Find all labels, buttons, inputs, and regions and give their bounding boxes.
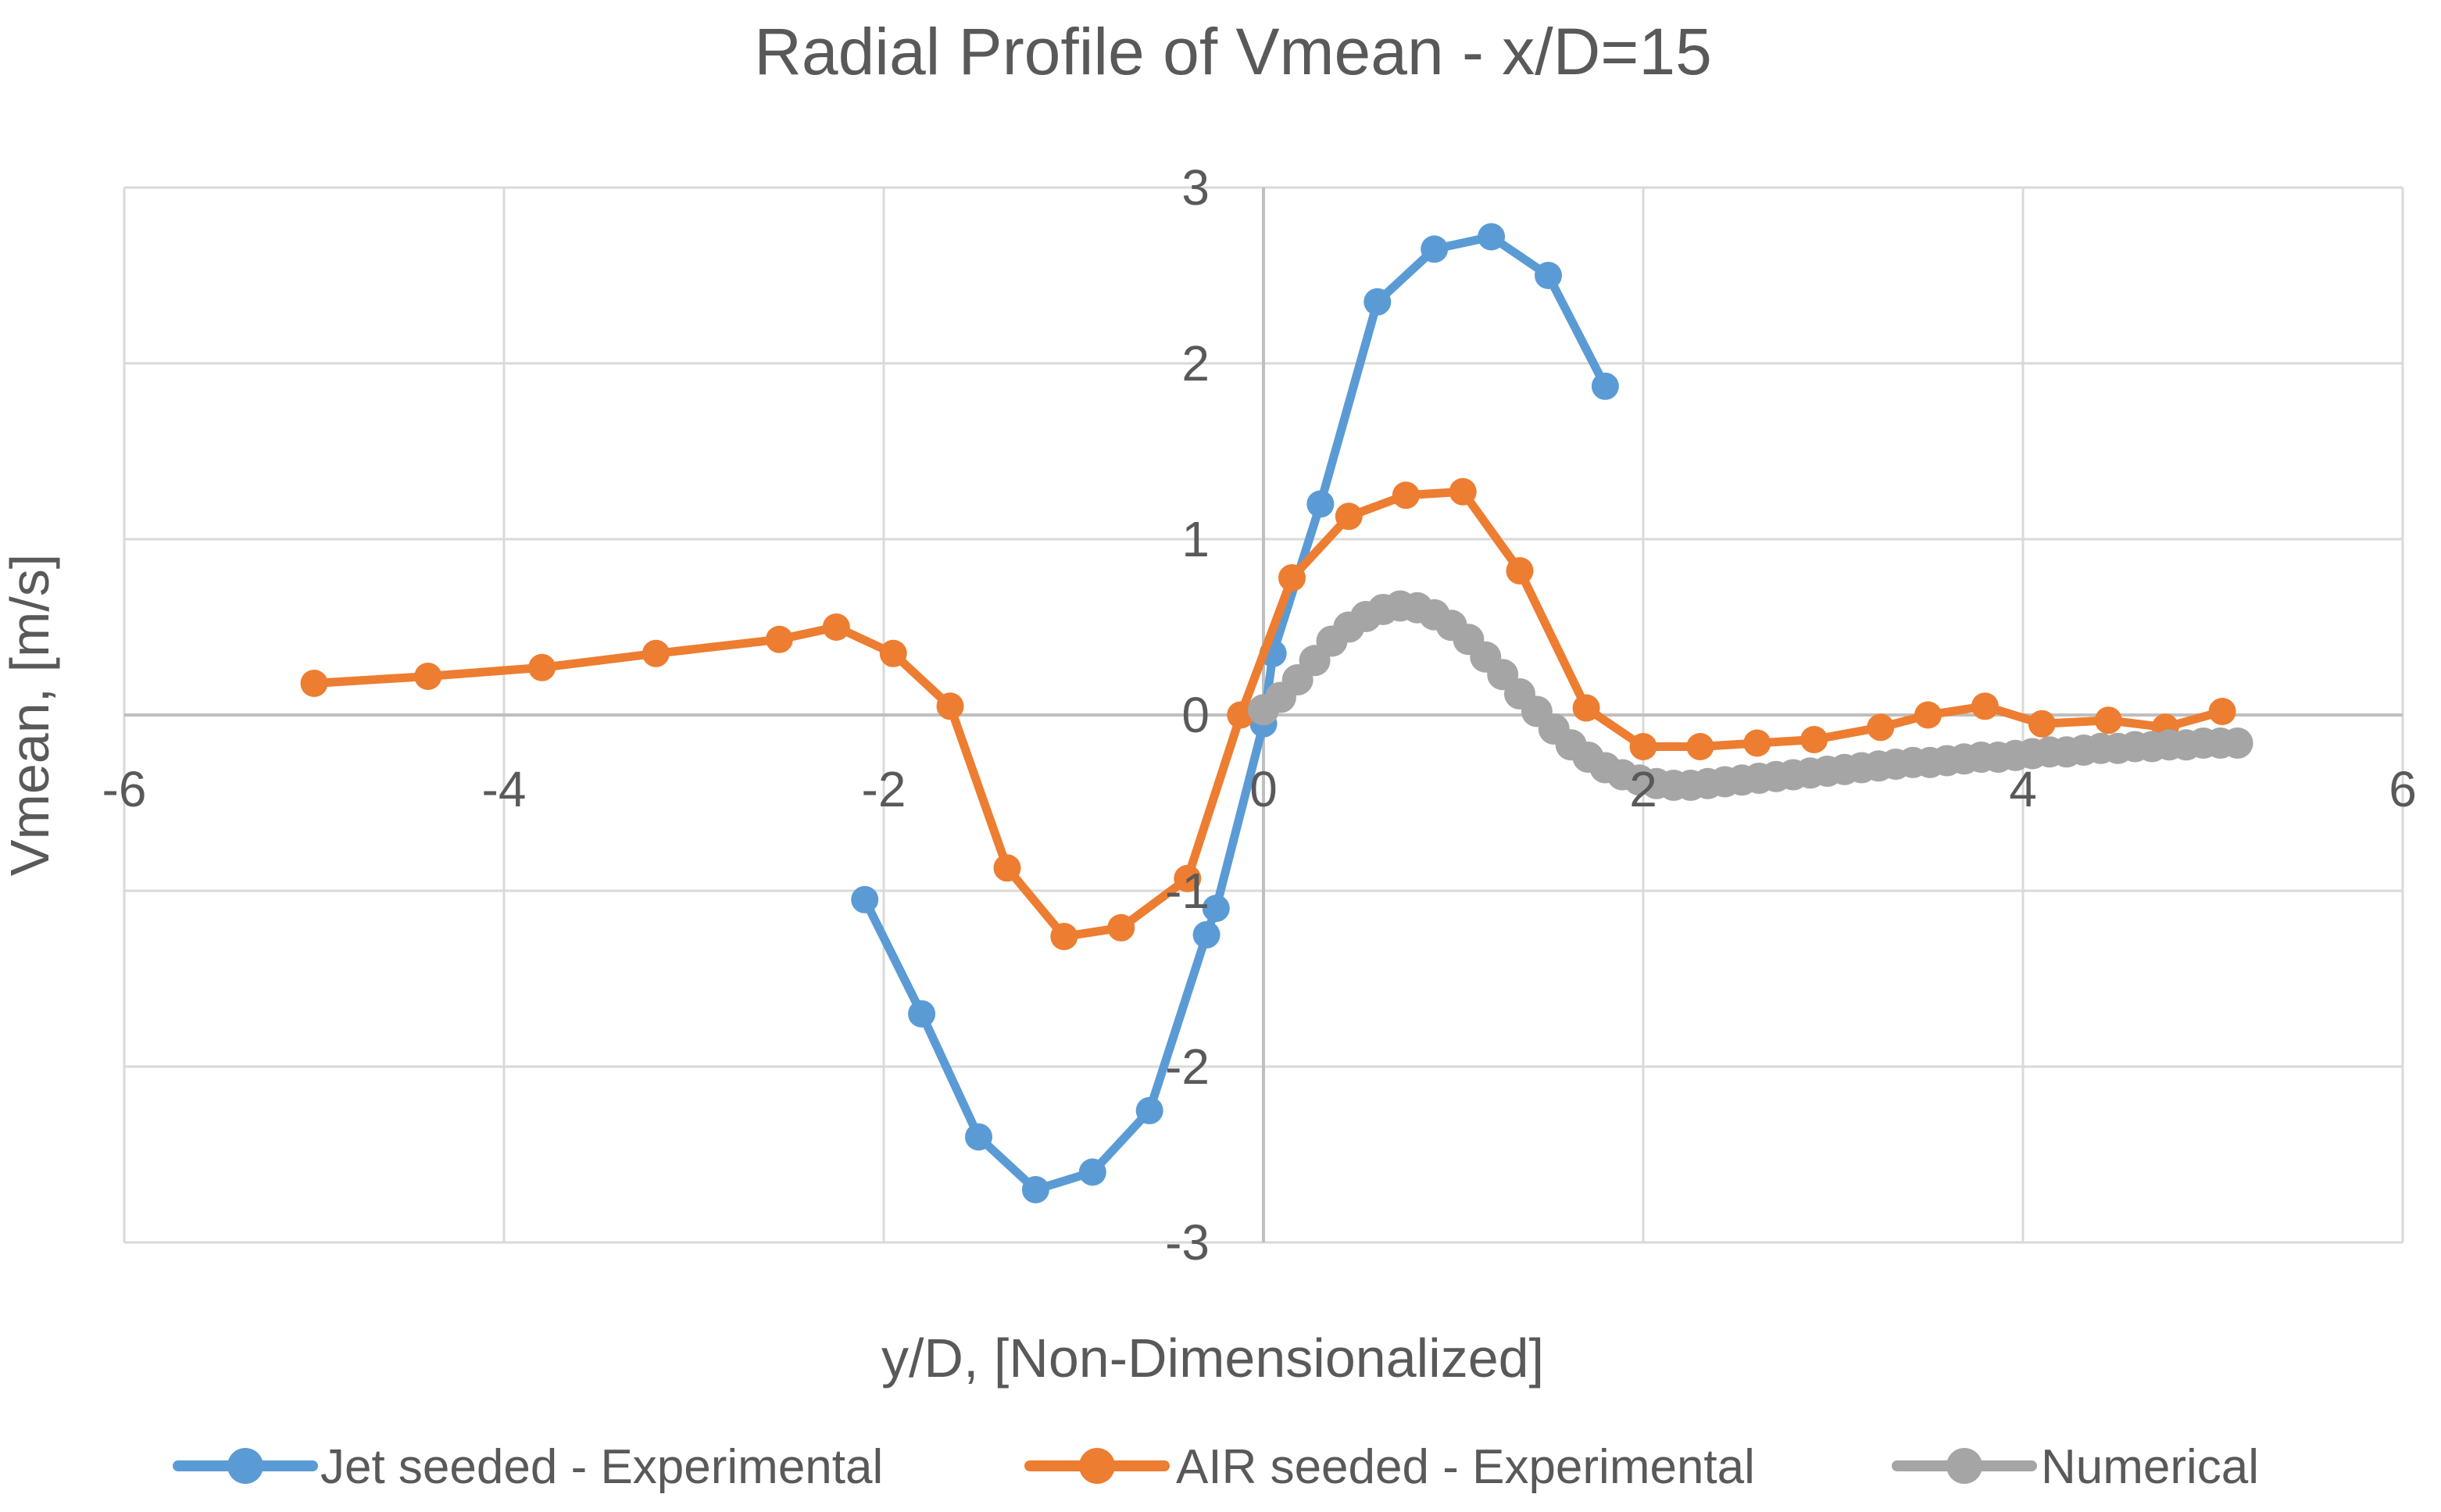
- y-tick-label: 3: [1181, 159, 1210, 216]
- data-point-marker: [1686, 733, 1714, 760]
- data-point-marker: [1278, 564, 1306, 592]
- data-point-marker: [1743, 729, 1771, 757]
- data-point-marker: [1335, 502, 1363, 531]
- data-point-marker: [936, 692, 964, 720]
- data-point-marker: [993, 854, 1021, 882]
- data-point-marker: [2221, 727, 2253, 759]
- chart-title: Radial Profile of Vmean - x/D=15: [754, 15, 1712, 88]
- series-jet-seeded-experimental: [851, 223, 1619, 1203]
- data-point-marker: [1227, 701, 1255, 729]
- legend-marker-icon: [1946, 1448, 1982, 1484]
- x-axis-title: y/D, [Non-Dimensionalized]: [881, 1328, 1544, 1389]
- legend-marker-icon: [1079, 1448, 1115, 1484]
- data-point-marker: [1078, 1158, 1106, 1186]
- data-point-marker: [1306, 490, 1335, 518]
- data-point-marker: [822, 613, 850, 641]
- data-point-marker: [1021, 1176, 1049, 1203]
- data-point-marker: [1107, 913, 1135, 942]
- legend: Jet seeded - Experimental AIR seeded - Ex…: [173, 1440, 2259, 1494]
- data-point-marker: [414, 663, 442, 690]
- data-point-marker: [1800, 726, 1828, 753]
- series-line: [860, 232, 1610, 1194]
- data-point-marker: [1363, 288, 1392, 316]
- tick-labels: 3 2 1 0 -1 -2 -3 -6 -4 -2 0 2 4 6: [102, 159, 2417, 1271]
- data-point-marker: [765, 625, 793, 653]
- legend-label: Numerical: [2041, 1440, 2259, 1494]
- y-tick-label: -1: [1165, 863, 1210, 919]
- data-point-marker: [642, 639, 670, 667]
- x-tick-label: -2: [862, 761, 906, 817]
- data-point-marker: [1478, 223, 1506, 251]
- data-point-marker: [1421, 235, 1449, 263]
- x-tick-label: -6: [102, 761, 147, 817]
- legend-label: AIR seeded - Experimental: [1176, 1440, 1755, 1494]
- series-air-seeded-experimental: [300, 477, 2236, 950]
- y-tick-label: -3: [1165, 1214, 1210, 1271]
- x-tick-label: 0: [1249, 761, 1278, 817]
- data-point-marker: [1449, 477, 1477, 506]
- data-point-marker: [2028, 710, 2056, 738]
- y-tick-label: -2: [1165, 1038, 1210, 1095]
- x-tick-label: 6: [2389, 761, 2417, 817]
- data-point-marker: [1971, 692, 1999, 720]
- data-point-marker: [1535, 262, 1562, 289]
- data-point-marker: [851, 885, 879, 913]
- data-point-marker: [1591, 372, 1619, 400]
- data-point-marker: [1050, 923, 1078, 950]
- data-point-marker: [1202, 895, 1230, 922]
- x-tick-label: 2: [1629, 761, 1657, 817]
- data-point-marker: [1629, 733, 1657, 760]
- x-tick-label: 4: [2009, 761, 2037, 817]
- data-point-marker: [879, 639, 907, 667]
- data-point-marker: [1506, 557, 1534, 584]
- data-point-marker: [1867, 713, 1895, 742]
- y-tick-label: 1: [1181, 511, 1210, 567]
- data-point-marker: [965, 1123, 992, 1151]
- data-point-marker: [300, 670, 328, 697]
- legend-item-numerical: Numerical: [1892, 1440, 2259, 1494]
- data-point-marker: [908, 1000, 936, 1028]
- data-point-marker: [1914, 701, 1942, 729]
- data-point-marker: [2208, 698, 2236, 725]
- y-tick-label: 0: [1181, 687, 1210, 743]
- legend-marker-icon: [227, 1448, 263, 1484]
- data-point-marker: [1174, 864, 1202, 892]
- y-tick-label: 2: [1181, 335, 1210, 391]
- legend-item-air-seeded-experimental: AIR seeded - Experimental: [1024, 1440, 1755, 1494]
- data-point-marker: [1135, 1096, 1163, 1124]
- data-point-marker: [528, 653, 556, 681]
- legend-item-jet-seeded-experimental: Jet seeded - Experimental: [173, 1440, 883, 1494]
- legend-label: Jet seeded - Experimental: [320, 1440, 883, 1494]
- data-point-marker: [1392, 481, 1420, 509]
- x-tick-label: -4: [482, 761, 527, 817]
- series-numerical: [1248, 590, 2253, 801]
- data-point-marker: [1192, 920, 1220, 949]
- data-point-marker: [2094, 706, 2122, 735]
- data-point-marker: [1572, 694, 1600, 722]
- y-axis-title: Vmean, [m/s]: [0, 554, 60, 876]
